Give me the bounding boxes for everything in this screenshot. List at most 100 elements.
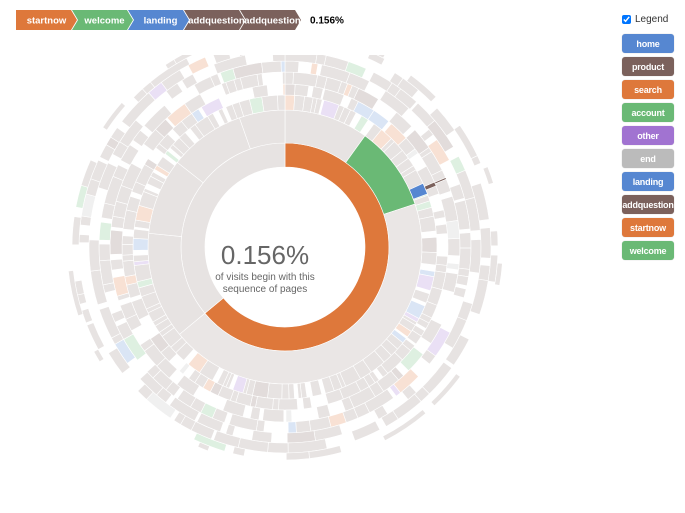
sunburst-arc[interactable]: [470, 155, 482, 167]
sunburst-arc[interactable]: [435, 255, 449, 266]
sunburst-arc[interactable]: [110, 258, 124, 271]
sunburst-arc[interactable]: [144, 158, 158, 171]
sunburst-arc[interactable]: [353, 87, 379, 110]
sunburst-arc[interactable]: [284, 94, 296, 111]
sunburst-arc[interactable]: [88, 239, 101, 272]
sunburst-arc[interactable]: [406, 329, 422, 345]
sunburst-arc[interactable]: [389, 383, 401, 397]
sunburst-arc[interactable]: [267, 441, 289, 454]
sunburst-arc[interactable]: [267, 382, 283, 400]
sunburst-arc[interactable]: [149, 57, 191, 88]
sunburst-arc[interactable]: [213, 430, 241, 448]
sunburst-arc[interactable]: [78, 234, 90, 244]
legend-toggle[interactable]: Legend: [622, 14, 668, 25]
sunburst-arc[interactable]: [228, 413, 259, 432]
sunburst-arc[interactable]: [406, 74, 437, 103]
sunburst-arc[interactable]: [421, 236, 438, 253]
sunburst-arc[interactable]: [109, 229, 124, 255]
sunburst-arc[interactable]: [452, 286, 467, 299]
sunburst-chart[interactable]: [60, 28, 510, 505]
sunburst-arc[interactable]: [470, 182, 490, 222]
sunburst-arc[interactable]: [122, 259, 136, 278]
sunburst-arc[interactable]: [432, 209, 446, 220]
sunburst-arc[interactable]: [184, 93, 207, 114]
sunburst-arc[interactable]: [295, 419, 312, 433]
sunburst-arc[interactable]: [459, 232, 472, 249]
sunburst-arc[interactable]: [132, 238, 149, 251]
sunburst-arc[interactable]: [284, 71, 294, 85]
sunburst-arc[interactable]: [494, 262, 503, 286]
sunburst-arc[interactable]: [469, 239, 482, 274]
sunburst-arc[interactable]: [285, 409, 293, 423]
sunburst-arc[interactable]: [121, 244, 134, 256]
sunburst-arc[interactable]: [277, 94, 286, 111]
sunburst-arc[interactable]: [296, 382, 303, 399]
sunburst-arc[interactable]: [197, 441, 210, 452]
sunburst-arc[interactable]: [447, 237, 461, 257]
sunburst-arc[interactable]: [453, 124, 478, 160]
sunburst-arc[interactable]: [262, 408, 285, 423]
sunburst-arc[interactable]: [443, 316, 468, 349]
sunburst-arc[interactable]: [446, 262, 460, 271]
sunburst-arc[interactable]: [93, 348, 105, 363]
sunburst-arc[interactable]: [193, 432, 227, 452]
sunburst-arc[interactable]: [210, 73, 222, 88]
sunburst-arc[interactable]: [388, 111, 413, 136]
sunburst-arc[interactable]: [249, 406, 261, 421]
sunburst-arc[interactable]: [272, 50, 286, 62]
sunburst-arc[interactable]: [445, 220, 461, 240]
sunburst-arc[interactable]: [98, 243, 111, 262]
sunburst-arc[interactable]: [294, 84, 310, 97]
sunburst-arc[interactable]: [98, 306, 121, 339]
sunburst-arc[interactable]: [380, 410, 399, 427]
sunburst-arc[interactable]: [200, 97, 224, 117]
sunburst-arc[interactable]: [282, 83, 286, 96]
sunburst-arc[interactable]: [282, 71, 286, 85]
sunburst-arc[interactable]: [81, 308, 93, 324]
sunburst-arc[interactable]: [98, 221, 112, 241]
sunburst-arc[interactable]: [420, 251, 438, 266]
sunburst-arc[interactable]: [490, 230, 499, 247]
sunburst-arc[interactable]: [187, 56, 210, 75]
sunburst-arc[interactable]: [431, 169, 452, 196]
sunburst-arc[interactable]: [261, 94, 279, 112]
sunburst-arc[interactable]: [178, 362, 191, 375]
sunburst-arc[interactable]: [287, 421, 297, 434]
sunburst-arc[interactable]: [261, 60, 282, 74]
sunburst-arc[interactable]: [132, 228, 150, 240]
sunburst-arc[interactable]: [288, 383, 295, 400]
sunburst-arc[interactable]: [110, 127, 126, 143]
sunburst-arc[interactable]: [121, 235, 134, 245]
sunburst-arc[interactable]: [173, 411, 186, 425]
sunburst-arc[interactable]: [284, 60, 300, 73]
sunburst-arc[interactable]: [132, 254, 149, 263]
sunburst-arc[interactable]: [137, 383, 154, 400]
sunburst-arc[interactable]: [181, 73, 198, 90]
sunburst-arc[interactable]: [324, 388, 344, 405]
sunburst-arc[interactable]: [285, 451, 310, 461]
sunburst-arc[interactable]: [367, 109, 390, 131]
sunburst-arc[interactable]: [278, 398, 299, 411]
sunburst-arc[interactable]: [309, 379, 323, 397]
sunburst-arc[interactable]: [217, 108, 229, 125]
sunburst-arc[interactable]: [430, 373, 461, 407]
sunburst-arc[interactable]: [469, 278, 489, 315]
sunburst-arc[interactable]: [418, 215, 437, 233]
sunburst-arc[interactable]: [435, 223, 448, 235]
sunburst-arc[interactable]: [420, 349, 437, 365]
sunburst-arc[interactable]: [133, 263, 152, 283]
sunburst-arc[interactable]: [67, 270, 84, 317]
sunburst-arc[interactable]: [121, 254, 134, 262]
sunburst-arc[interactable]: [351, 420, 381, 442]
sunburst-arc[interactable]: [86, 322, 105, 350]
sunburst-arc[interactable]: [302, 396, 313, 410]
sunburst-arc[interactable]: [458, 247, 472, 270]
sunburst-arc[interactable]: [344, 61, 367, 79]
sunburst-arc[interactable]: [281, 383, 290, 400]
sunburst-arc-addquestion[interactable]: [434, 177, 447, 185]
sunburst-arc[interactable]: [108, 347, 131, 374]
sunburst-arc[interactable]: [156, 156, 176, 174]
sunburst-arc[interactable]: [429, 107, 456, 137]
sunburst-arc[interactable]: [143, 104, 173, 134]
sunburst-arc[interactable]: [232, 446, 246, 457]
